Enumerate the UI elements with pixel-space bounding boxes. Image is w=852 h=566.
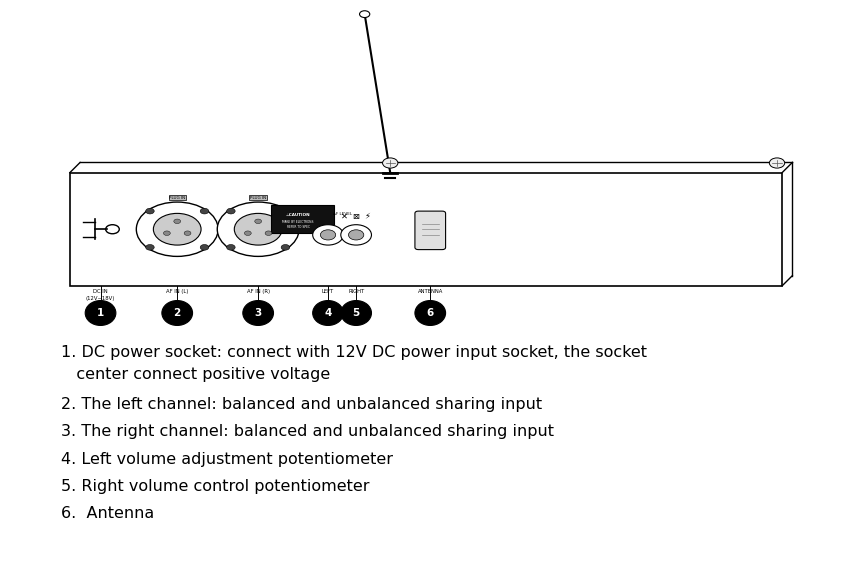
Text: RIGHT: RIGHT — [348, 289, 365, 294]
Circle shape — [383, 158, 398, 168]
Text: center connect positive voltage: center connect positive voltage — [61, 367, 331, 382]
Text: 3: 3 — [255, 308, 262, 318]
Bar — [271, 205, 334, 233]
Text: AF IN (L): AF IN (L) — [166, 289, 188, 294]
Circle shape — [313, 225, 343, 245]
Text: 5. Right volume control potentiometer: 5. Right volume control potentiometer — [61, 479, 370, 494]
Bar — [70, 173, 782, 286]
Circle shape — [146, 245, 154, 250]
Ellipse shape — [85, 301, 116, 325]
Circle shape — [200, 245, 209, 250]
FancyBboxPatch shape — [415, 211, 446, 250]
Ellipse shape — [313, 301, 343, 325]
Text: AF LEVEL: AF LEVEL — [332, 212, 352, 216]
Circle shape — [153, 213, 201, 245]
Text: 2: 2 — [174, 308, 181, 318]
Text: ⊠: ⊠ — [352, 212, 360, 221]
Text: 6: 6 — [427, 308, 434, 318]
Text: AF IN (R): AF IN (R) — [246, 289, 270, 294]
Circle shape — [281, 208, 290, 214]
Text: REFER TO SPEC: REFER TO SPEC — [287, 225, 309, 229]
Text: 5: 5 — [353, 308, 360, 318]
Circle shape — [136, 202, 218, 256]
Text: (12V~18V): (12V~18V) — [86, 296, 115, 301]
Circle shape — [341, 225, 371, 245]
Ellipse shape — [415, 301, 446, 325]
Circle shape — [146, 208, 154, 214]
Circle shape — [769, 158, 785, 168]
Text: 1: 1 — [97, 308, 104, 318]
Text: MAKE BY ELECTRONS: MAKE BY ELECTRONS — [283, 220, 314, 224]
Text: LEFT: LEFT — [322, 289, 334, 294]
Circle shape — [265, 231, 272, 235]
Circle shape — [255, 219, 262, 224]
Circle shape — [320, 230, 336, 240]
Circle shape — [217, 202, 299, 256]
Text: 6.  Antenna: 6. Antenna — [61, 506, 154, 521]
Text: ✕: ✕ — [341, 212, 348, 221]
Circle shape — [245, 231, 251, 235]
Text: 1. DC power socket: connect with 12V DC power input socket, the socket: 1. DC power socket: connect with 12V DC … — [61, 345, 648, 359]
Text: 3. The right channel: balanced and unbalanced sharing input: 3. The right channel: balanced and unbal… — [61, 424, 555, 439]
Ellipse shape — [243, 301, 273, 325]
Circle shape — [174, 219, 181, 224]
Text: PLUG IN: PLUG IN — [170, 196, 185, 200]
Circle shape — [281, 245, 290, 250]
Text: ANTENNA: ANTENNA — [417, 289, 443, 294]
Ellipse shape — [341, 301, 371, 325]
Text: PLUG IN: PLUG IN — [250, 196, 266, 200]
Circle shape — [200, 208, 209, 214]
Circle shape — [348, 230, 364, 240]
Ellipse shape — [162, 301, 193, 325]
Circle shape — [234, 213, 282, 245]
Text: 4. Left volume adjustment potentiometer: 4. Left volume adjustment potentiometer — [61, 452, 394, 466]
Text: 4: 4 — [325, 308, 331, 318]
Circle shape — [184, 231, 191, 235]
Circle shape — [164, 231, 170, 235]
Text: DC IN: DC IN — [93, 289, 108, 294]
Text: ⚡: ⚡ — [364, 212, 370, 221]
Text: ⚠CAUTION: ⚠CAUTION — [286, 213, 310, 217]
Circle shape — [360, 11, 370, 18]
Circle shape — [227, 208, 235, 214]
Text: 2. The left channel: balanced and unbalanced sharing input: 2. The left channel: balanced and unbala… — [61, 397, 543, 412]
Circle shape — [227, 245, 235, 250]
